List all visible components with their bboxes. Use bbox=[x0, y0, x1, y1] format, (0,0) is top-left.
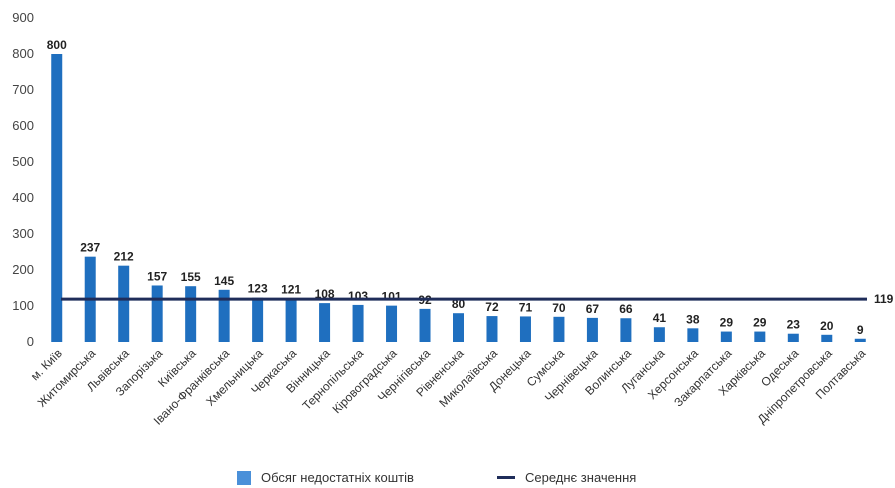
bar bbox=[319, 303, 331, 342]
data-label: 157 bbox=[147, 269, 167, 283]
y-tick-label: 400 bbox=[12, 190, 34, 205]
data-label: 23 bbox=[787, 318, 801, 332]
data-label: 71 bbox=[519, 300, 533, 314]
data-label: 9 bbox=[857, 323, 864, 337]
bar bbox=[586, 317, 598, 342]
data-label: 101 bbox=[382, 290, 402, 304]
bar bbox=[754, 331, 766, 342]
data-label: 123 bbox=[248, 282, 268, 296]
data-label: 29 bbox=[753, 316, 767, 330]
bar bbox=[185, 286, 197, 342]
bar bbox=[252, 297, 264, 342]
legend-line-swatch bbox=[497, 476, 515, 479]
data-label: 108 bbox=[315, 287, 335, 301]
bar bbox=[553, 316, 565, 342]
data-label: 80 bbox=[452, 297, 466, 311]
bar bbox=[285, 298, 297, 342]
data-label: 70 bbox=[552, 301, 566, 315]
bar bbox=[653, 327, 665, 342]
data-label: 29 bbox=[720, 316, 734, 330]
y-tick-label: 800 bbox=[12, 46, 34, 61]
bar bbox=[720, 331, 732, 342]
bar bbox=[118, 265, 130, 342]
data-label: 212 bbox=[114, 250, 134, 264]
bar bbox=[453, 313, 464, 342]
y-tick-label: 0 bbox=[27, 334, 34, 349]
legend-average: Середнє значення bbox=[497, 470, 636, 485]
bar bbox=[519, 316, 531, 342]
legend-line-label: Середнє значення bbox=[525, 470, 637, 485]
y-tick-label: 700 bbox=[12, 82, 34, 97]
data-label: 66 bbox=[619, 302, 633, 316]
data-label: 145 bbox=[214, 274, 234, 288]
legend: Обсяг недостатніх коштів bbox=[237, 470, 414, 485]
bar bbox=[854, 338, 866, 342]
bar bbox=[787, 333, 799, 342]
data-label: 67 bbox=[586, 302, 600, 316]
average-line: 119 bbox=[61, 292, 894, 306]
data-label: 121 bbox=[281, 282, 301, 296]
bar bbox=[51, 54, 63, 342]
bar bbox=[218, 289, 230, 342]
data-label: 72 bbox=[485, 300, 499, 314]
data-label: 103 bbox=[348, 289, 368, 303]
data-label: 20 bbox=[820, 319, 834, 333]
average-value-label: 119 bbox=[874, 292, 894, 306]
bar bbox=[386, 305, 398, 342]
y-tick-label: 300 bbox=[12, 226, 34, 241]
data-label: 155 bbox=[181, 270, 201, 284]
y-tick-label: 900 bbox=[12, 10, 34, 25]
y-axis: 0 100 200 300 400 500 600 700 800 900 bbox=[12, 10, 34, 349]
bar bbox=[620, 318, 632, 342]
bars: 8002372121571551451231211081031019280727… bbox=[47, 38, 866, 342]
data-label: 41 bbox=[653, 311, 667, 325]
legend-bar-label: Обсяг недостатніх коштів bbox=[261, 470, 414, 485]
legend-bar-swatch bbox=[237, 470, 251, 485]
y-tick-label: 200 bbox=[12, 262, 34, 277]
data-label: 38 bbox=[686, 312, 700, 326]
y-tick-label: 100 bbox=[12, 298, 34, 313]
y-tick-label: 600 bbox=[12, 118, 34, 133]
bar bbox=[486, 316, 498, 342]
bar bbox=[419, 308, 431, 342]
y-tick-label: 500 bbox=[12, 154, 34, 169]
bar bbox=[687, 328, 699, 342]
bar bbox=[821, 334, 833, 342]
bar bbox=[352, 304, 364, 342]
bar-chart: 0 100 200 300 400 500 600 700 800 900 800 237 212 15… bbox=[12, 10, 894, 428]
data-label: 800 bbox=[47, 38, 67, 52]
bar bbox=[151, 285, 163, 342]
data-label: 237 bbox=[80, 241, 100, 255]
x-axis: м. КиївЖитомирськаЛьвівськаЗапорізькаКиї… bbox=[28, 346, 869, 428]
